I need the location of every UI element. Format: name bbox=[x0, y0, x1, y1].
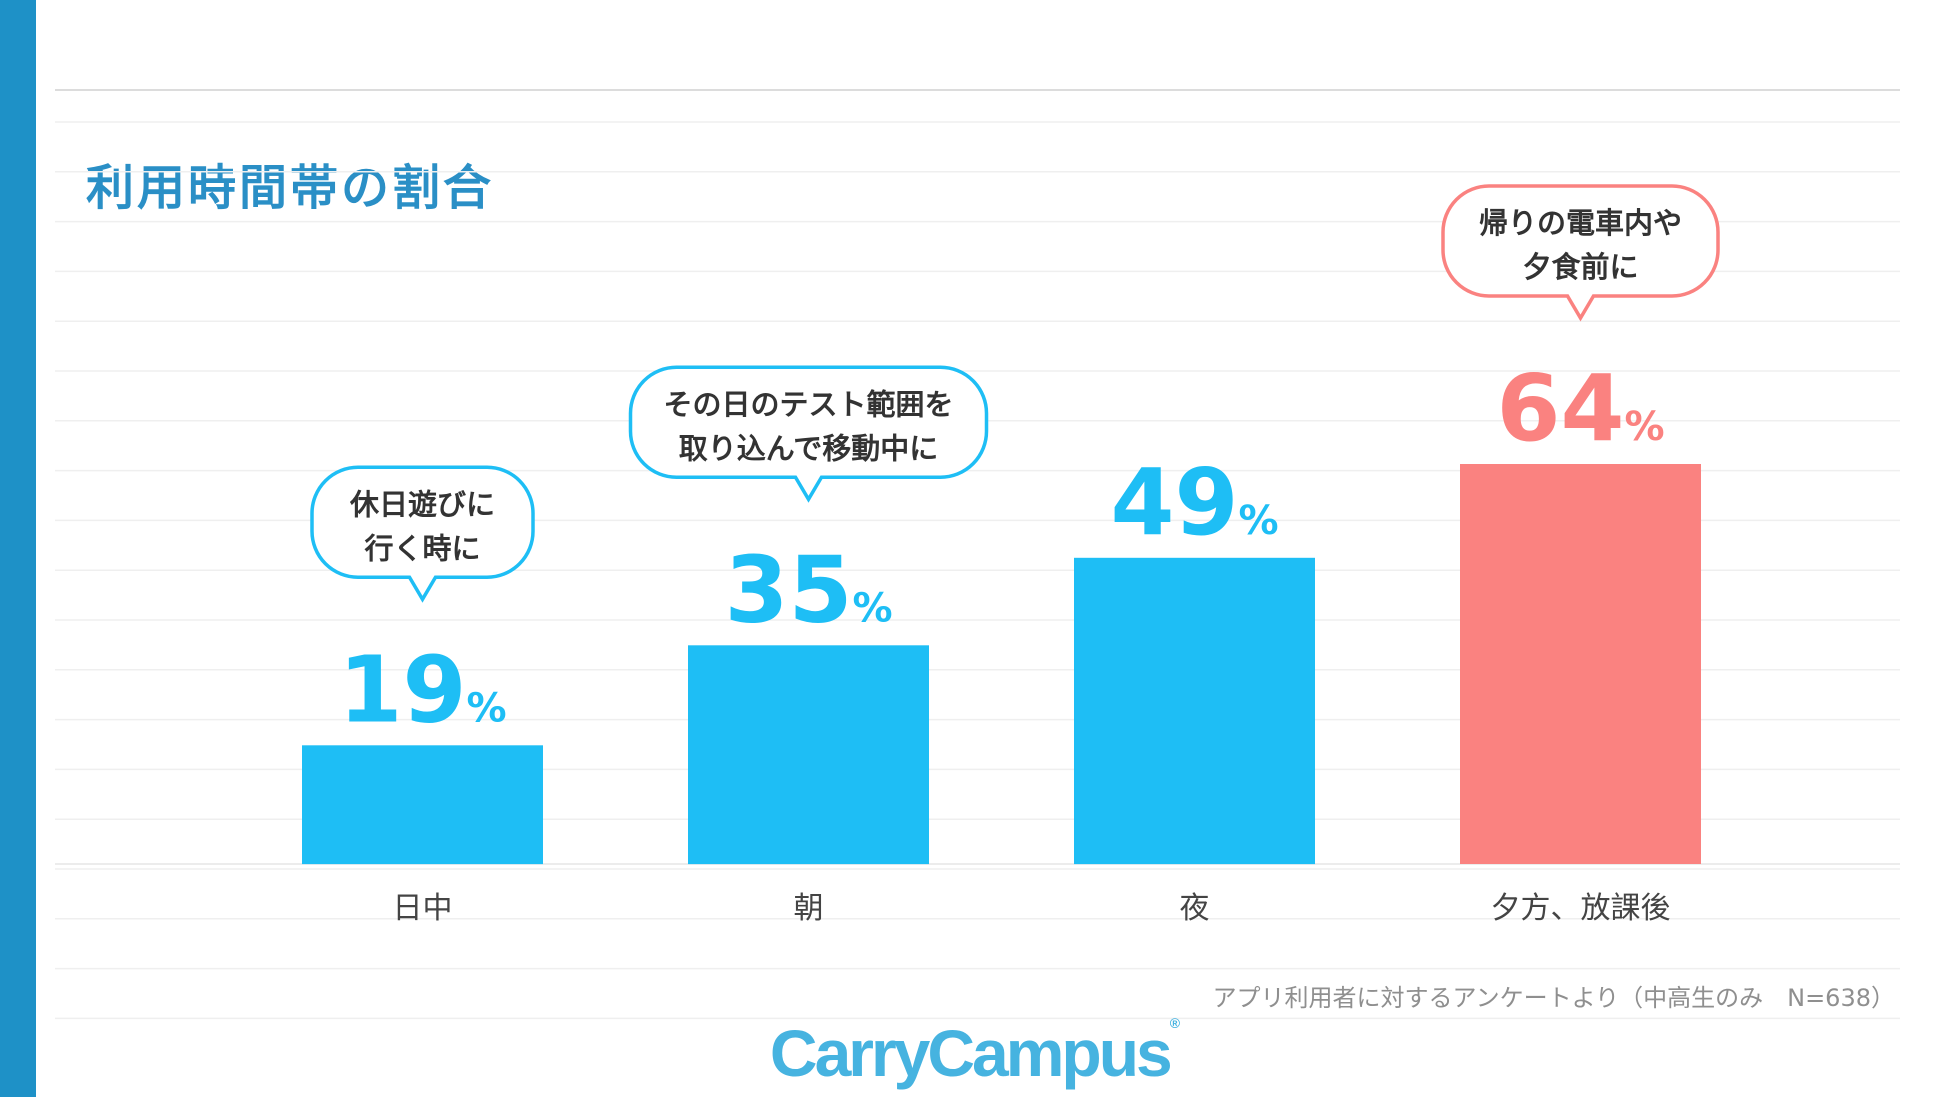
value-suffix: % bbox=[852, 585, 892, 631]
callout-bubble-2 bbox=[628, 365, 989, 503]
value-suffix: % bbox=[466, 685, 506, 731]
value-label-3: 49% bbox=[1110, 449, 1278, 556]
bar-2 bbox=[688, 645, 929, 865]
left-accent-stripe bbox=[0, 0, 36, 1097]
bar-1 bbox=[302, 745, 543, 865]
bar-4 bbox=[1460, 464, 1701, 864]
category-label-1: 日中 bbox=[393, 891, 453, 926]
value-suffix: % bbox=[1238, 498, 1278, 544]
callout-text-1-1: 休日遊びに bbox=[349, 487, 495, 521]
carry-campus-logo: CarryCampus® bbox=[0, 1015, 1950, 1091]
page-title: 利用時間帯の割合 bbox=[86, 160, 495, 216]
category-label-2: 朝 bbox=[794, 891, 824, 926]
value-label-1: 19% bbox=[338, 636, 506, 743]
value-number: 19 bbox=[338, 636, 466, 743]
category-label-4: 夕方、放課後 bbox=[1491, 891, 1671, 926]
value-number: 64 bbox=[1496, 355, 1624, 462]
callout-text-2-1: その日のテスト範囲を bbox=[663, 387, 953, 421]
value-number: 49 bbox=[1110, 449, 1238, 556]
callout-bubble-3 bbox=[1441, 184, 1720, 322]
top-divider bbox=[55, 89, 1900, 91]
callout-text-3-1: 帰りの電車内や bbox=[1479, 206, 1682, 240]
callout-text-1-2: 行く時に bbox=[363, 531, 480, 565]
callout-bubble-1 bbox=[310, 465, 535, 603]
category-label-3: 夜 bbox=[1180, 891, 1210, 926]
value-label-4: 64% bbox=[1496, 355, 1664, 462]
source-note: アプリ利用者に対するアンケートより（中高生のみ N=638） bbox=[1212, 984, 1895, 1012]
logo-text: CarryCampus bbox=[769, 1016, 1173, 1090]
value-label-2: 35% bbox=[724, 536, 892, 643]
callout-text-2-2: 取り込んで移動中に bbox=[679, 431, 939, 465]
callout-text-3-2: 夕食前に bbox=[1522, 250, 1638, 284]
bar-3 bbox=[1074, 557, 1315, 865]
value-suffix: % bbox=[1624, 404, 1664, 450]
logo-registered-mark: ® bbox=[1169, 1015, 1181, 1031]
value-number: 35 bbox=[724, 536, 852, 643]
